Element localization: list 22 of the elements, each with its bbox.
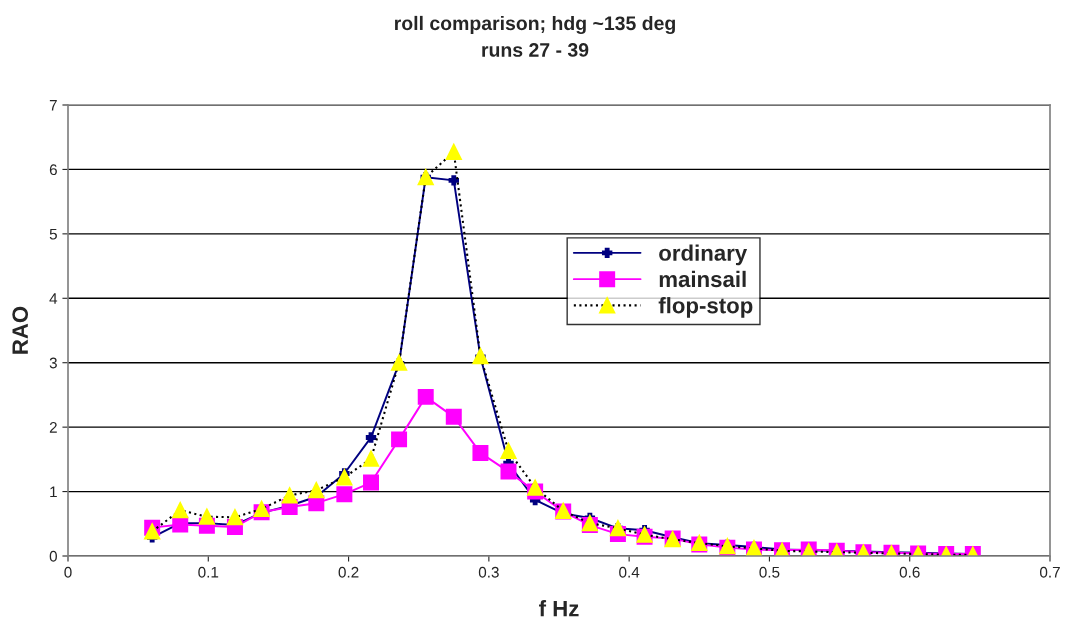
x-axis-title: f Hz (539, 600, 579, 617)
x-tick-label: 0.5 (759, 566, 780, 578)
y-tick-label: 5 (49, 228, 57, 240)
x-tick-label: 0.7 (1039, 566, 1060, 578)
y-tick-label: 3 (49, 357, 57, 369)
y-tick-label: 2 (49, 422, 57, 433)
y-tick-label: 0 (49, 550, 57, 562)
x-tick-label: 0.4 (619, 566, 640, 578)
x-tick-label: 0.3 (478, 566, 499, 578)
y-tick-label: 4 (49, 293, 58, 304)
legend-label: mainsail (659, 270, 746, 288)
y-axis-title: RAO (12, 306, 29, 354)
legend-label: ordinary (659, 244, 748, 266)
x-tick-label: 0.2 (338, 566, 359, 578)
y-tick-label: 7 (49, 100, 57, 111)
y-tick-label: 1 (50, 486, 57, 498)
legend-label: flop-stop (658, 297, 753, 318)
x-tick-label: 0.1 (198, 566, 219, 578)
y-tick-label: 6 (49, 164, 57, 176)
x-tick-label: 0.6 (899, 566, 920, 578)
x-tick-label: 0 (64, 566, 72, 578)
chart-title: roll comparison; hdg ~135 deg runs 27 - 39 (395, 15, 675, 57)
